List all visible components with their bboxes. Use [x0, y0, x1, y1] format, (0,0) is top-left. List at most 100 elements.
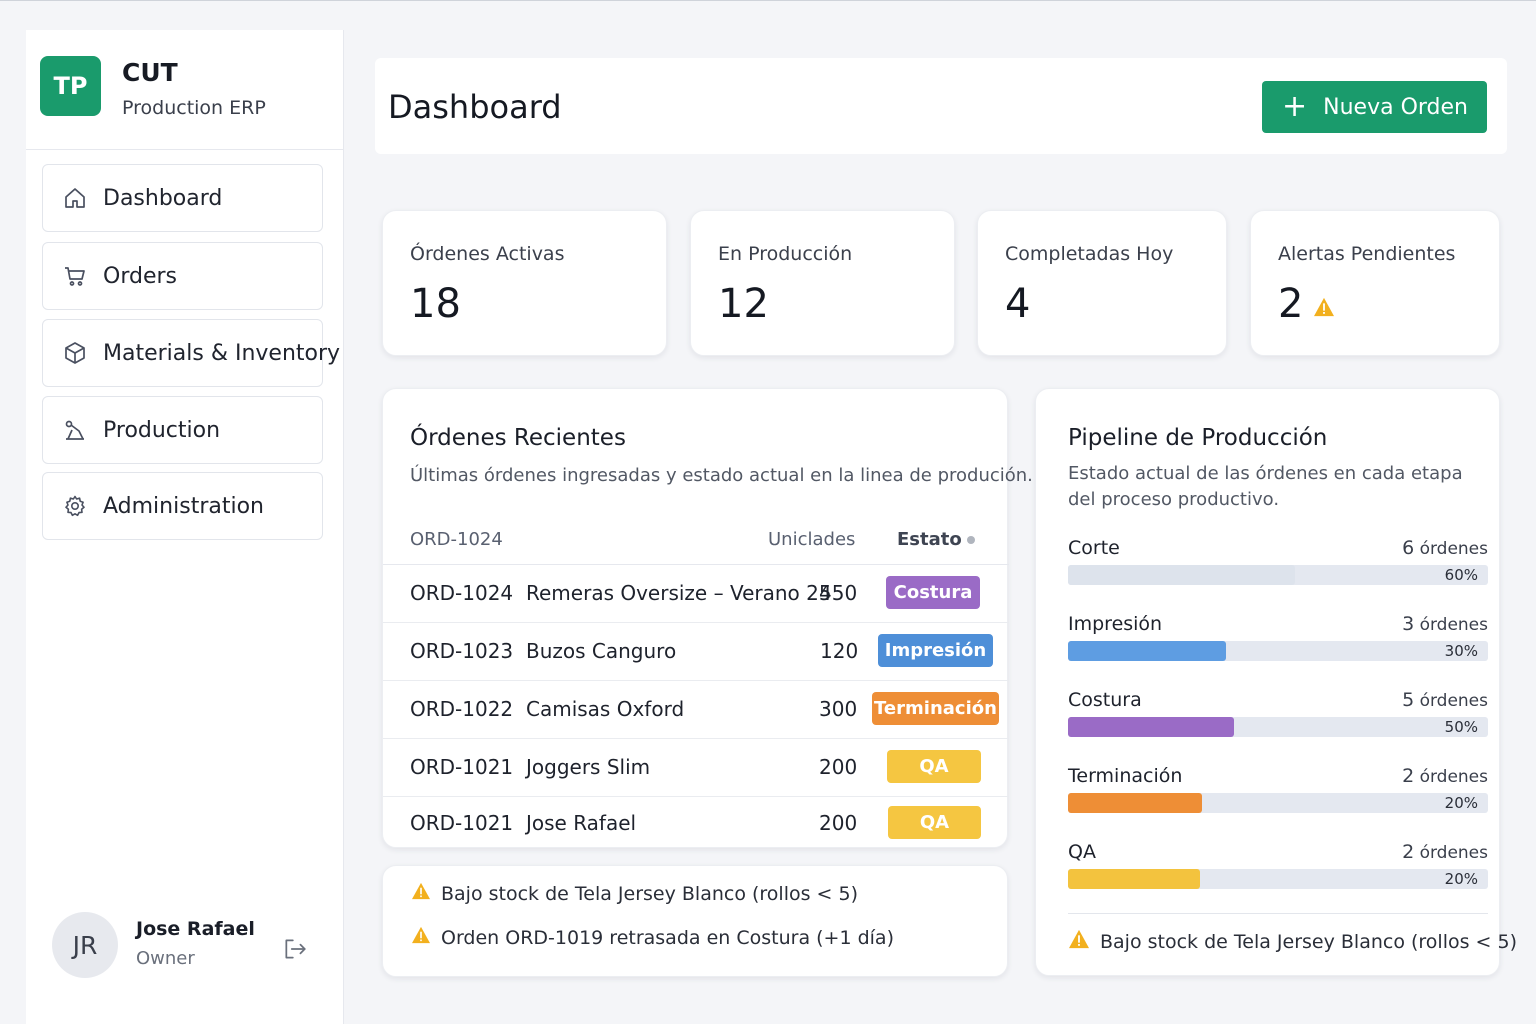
stage-count: 3 órdenes [1402, 613, 1488, 635]
sidebar-item-label: Administration [103, 493, 264, 519]
column-header-status[interactable]: Estato [897, 529, 962, 550]
warning-icon [411, 882, 431, 905]
table-row[interactable]: ORD-1024 Remeras Oversize – Verano 25 45… [383, 565, 1009, 623]
stage-percent: 20% [1444, 870, 1478, 888]
pipeline-title: Pipeline de Producción [1068, 425, 1328, 451]
stage-count: 5 órdenes [1402, 689, 1488, 711]
alert-text: Bajo stock de Tela Jersey Blanco (rollos… [441, 882, 858, 905]
alert-item[interactable]: Orden ORD-1019 retrasada en Costura (+1 … [411, 926, 894, 949]
order-product: Camisas Oxford [526, 697, 685, 721]
order-units: 450 [819, 581, 858, 605]
stage-name: Corte [1068, 537, 1120, 559]
pipeline-stage-impresion[interactable]: Impresión 3 órdenes 30% [1068, 613, 1488, 673]
box-icon [63, 341, 87, 365]
stage-count-unit: órdenes [1419, 843, 1488, 863]
stat-value: 2 [1278, 281, 1335, 327]
stat-value: 12 [718, 281, 769, 327]
table-header: ORD-1024 Uniclades Estato [383, 517, 1009, 565]
order-product: Joggers Slim [526, 755, 651, 779]
order-units: 300 [819, 697, 858, 721]
pipeline-stage-terminacion[interactable]: Terminación 2 órdenes 20% [1068, 765, 1488, 825]
sidebar-item-materials-inventory[interactable]: Materials & Inventory [42, 319, 340, 387]
brand: TP CUT Production ERP [26, 30, 344, 150]
status-badge: Costura [886, 576, 980, 609]
logout-icon[interactable] [282, 936, 308, 962]
stage-count: 2 órdenes [1402, 765, 1488, 787]
stat-value: 4 [1005, 281, 1030, 327]
recent-orders-subtitle: Últimas órdenes ingresadas y estado actu… [410, 465, 1033, 486]
stat-label: Órdenes Activas [410, 243, 565, 265]
stage-name: QA [1068, 841, 1096, 863]
table-row[interactable]: ORD-1022 Camisas Oxford 300 Terminación [383, 681, 1009, 739]
user-name: Jose Rafael [136, 918, 255, 940]
table-row[interactable]: ORD-1021 Jose Rafael 200 QA [383, 795, 1009, 853]
recent-orders-card: Órdenes Recientes Últimas órdenes ingres… [382, 388, 1033, 848]
order-product: Jose Rafael [526, 811, 637, 835]
progress-track [1068, 717, 1488, 737]
sidebar-item-production[interactable]: Production [42, 396, 323, 464]
stage-percent: 50% [1444, 718, 1478, 736]
divider [1068, 913, 1488, 914]
sidebar-item-orders[interactable]: Orders [42, 242, 323, 310]
stage-count: 6 órdenes [1402, 537, 1488, 559]
brand-subtitle: Production ERP [122, 97, 266, 119]
pipeline-alert[interactable]: Bajo stock de Tela Jersey Blanco (rollos… [1068, 929, 1517, 954]
stat-value: 18 [410, 281, 461, 327]
order-id: ORD-1024 [410, 581, 514, 605]
sidebar-item-label: Materials & Inventory [103, 340, 341, 366]
stage-percent: 30% [1444, 642, 1478, 660]
progress-fill [1068, 869, 1201, 889]
progress-fill [1068, 793, 1203, 813]
table-row[interactable]: ORD-1021 Joggers Slim 200 QA [383, 739, 1009, 797]
order-units: 120 [820, 639, 859, 663]
stat-number: 4 [1005, 281, 1031, 327]
stat-number: 12 [718, 281, 769, 327]
new-order-label: Nueva Orden [1323, 94, 1468, 120]
status-badge: QA [888, 806, 981, 839]
production-icon [63, 418, 87, 442]
stage-count-number: 5 [1402, 689, 1415, 711]
plus-icon: + [1282, 89, 1308, 124]
alert-text: Orden ORD-1019 retrasada en Costura (+1 … [441, 926, 894, 949]
stage-name: Terminación [1068, 765, 1183, 787]
stat-card-in-production: En Producción 12 [690, 210, 955, 356]
sidebar-item-administration[interactable]: Administration [42, 472, 323, 540]
stat-number: 18 [410, 281, 461, 327]
order-units: 200 [819, 755, 858, 779]
new-order-button[interactable]: + Nueva Orden [1262, 81, 1487, 133]
gear-icon [63, 494, 87, 518]
sort-indicator-icon [967, 536, 975, 544]
progress-track [1068, 793, 1488, 813]
stage-percent: 60% [1444, 566, 1478, 584]
progress-track [1068, 565, 1488, 585]
progress-track [1068, 869, 1488, 889]
sidebar-item-dashboard[interactable]: Dashboard [42, 164, 323, 232]
stage-count-number: 3 [1402, 613, 1415, 635]
column-header-units[interactable]: Uniclades [768, 529, 856, 550]
cart-icon [63, 264, 87, 288]
order-id: ORD-1021 [410, 811, 514, 835]
sidebar-item-label: Dashboard [103, 185, 223, 211]
stat-card-completed-today: Completadas Hoy 4 [977, 210, 1227, 356]
pipeline-subtitle: Estado actual de las órdenes en cada eta… [1068, 461, 1463, 513]
pipeline-stage-corte[interactable]: Corte 6 órdenes 60% [1068, 537, 1488, 597]
alert-item[interactable]: Bajo stock de Tela Jersey Blanco (rollos… [411, 882, 858, 905]
sidebar: TP CUT Production ERP Dashboard Orders M… [26, 30, 344, 1024]
pipeline-stage-qa[interactable]: QA 2 órdenes 20% [1068, 841, 1488, 901]
column-header-id: ORD-1024 [410, 529, 503, 550]
sidebar-item-label: Production [103, 417, 221, 443]
status-badge: Impresión [878, 634, 993, 667]
stage-name: Impresión [1068, 613, 1163, 635]
avatar[interactable]: JR [52, 912, 118, 978]
pipeline-subtitle-line: del proceso productivo. [1068, 489, 1280, 510]
pipeline-stage-costura[interactable]: Costura 5 órdenes 50% [1068, 689, 1488, 749]
stat-label: Completadas Hoy [1005, 243, 1174, 265]
order-product: Buzos Canguro [526, 639, 677, 663]
stage-count-number: 2 [1402, 765, 1415, 787]
order-id: ORD-1021 [410, 755, 514, 779]
brand-logo: TP [40, 56, 101, 116]
stage-percent: 20% [1444, 794, 1478, 812]
table-row[interactable]: ORD-1023 Buzos Canguro 120 Impresión [383, 623, 1009, 681]
window-top-border [0, 0, 1536, 1]
stat-label: Alertas Pendientes [1278, 243, 1456, 265]
